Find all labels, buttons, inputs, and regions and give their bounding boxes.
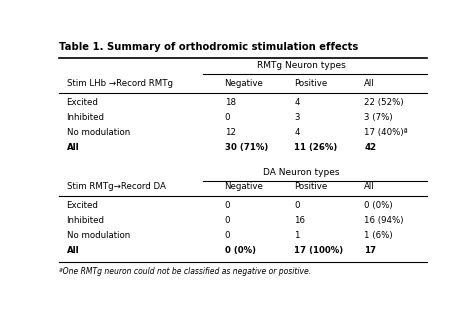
Text: 17: 17 — [364, 246, 376, 255]
Text: 1 (6%): 1 (6%) — [364, 231, 393, 240]
Text: 0: 0 — [225, 201, 230, 210]
Text: Inhibited: Inhibited — [66, 113, 105, 122]
Text: 12: 12 — [225, 128, 236, 137]
Text: All: All — [66, 143, 79, 152]
Text: Stim LHb →Record RMTg: Stim LHb →Record RMTg — [66, 79, 173, 87]
Text: All: All — [364, 182, 375, 191]
Text: Table 1. Summary of orthodromic stimulation effects: Table 1. Summary of orthodromic stimulat… — [59, 42, 358, 52]
Text: Negative: Negative — [225, 79, 264, 87]
Text: RMTg Neuron types: RMTg Neuron types — [257, 61, 346, 70]
Text: 4: 4 — [294, 128, 300, 137]
Text: 42: 42 — [364, 143, 376, 152]
Text: Stim RMTg→Record DA: Stim RMTg→Record DA — [66, 182, 165, 191]
Text: Inhibited: Inhibited — [66, 216, 105, 225]
Text: 17 (40%)ª: 17 (40%)ª — [364, 128, 408, 137]
Text: 0: 0 — [225, 231, 230, 240]
Text: 0 (0%): 0 (0%) — [364, 201, 393, 210]
Text: DA Neuron types: DA Neuron types — [264, 168, 340, 177]
Text: All: All — [364, 79, 375, 87]
Text: 0: 0 — [225, 216, 230, 225]
Text: 17 (100%): 17 (100%) — [294, 246, 344, 255]
Text: 3 (7%): 3 (7%) — [364, 113, 393, 122]
Text: 30 (71%): 30 (71%) — [225, 143, 268, 152]
Text: 18: 18 — [225, 98, 236, 107]
Text: 11 (26%): 11 (26%) — [294, 143, 337, 152]
Text: Excited: Excited — [66, 98, 99, 107]
Text: 22 (52%): 22 (52%) — [364, 98, 404, 107]
Text: No modulation: No modulation — [66, 231, 130, 240]
Text: 4: 4 — [294, 98, 300, 107]
Text: Positive: Positive — [294, 79, 328, 87]
Text: 0: 0 — [225, 113, 230, 122]
Text: No modulation: No modulation — [66, 128, 130, 137]
Text: 16 (94%): 16 (94%) — [364, 216, 404, 225]
Text: All: All — [66, 246, 79, 255]
Text: Negative: Negative — [225, 182, 264, 191]
Text: 0 (0%): 0 (0%) — [225, 246, 255, 255]
Text: 3: 3 — [294, 113, 300, 122]
Text: 16: 16 — [294, 216, 305, 225]
Text: Positive: Positive — [294, 182, 328, 191]
Text: 0: 0 — [294, 201, 300, 210]
Text: 1: 1 — [294, 231, 300, 240]
Text: ªOne RMTg neuron could not be classified as negative or positive.: ªOne RMTg neuron could not be classified… — [59, 267, 311, 276]
Text: Excited: Excited — [66, 201, 99, 210]
